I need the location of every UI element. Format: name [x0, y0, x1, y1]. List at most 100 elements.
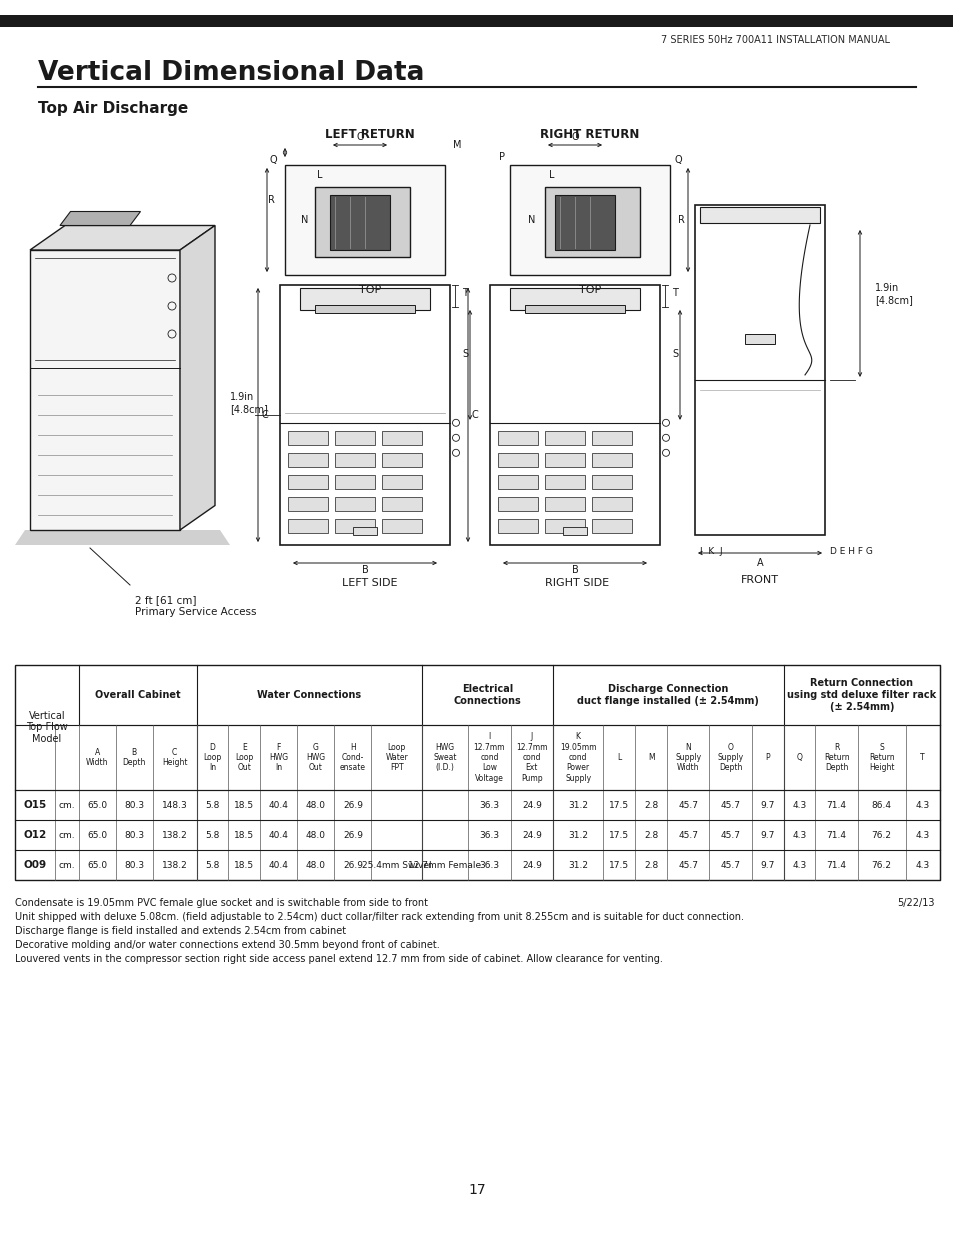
Text: 65.0: 65.0 — [87, 861, 107, 869]
Text: 1.9in
[4.8cm]: 1.9in [4.8cm] — [874, 283, 912, 305]
Text: 31.2: 31.2 — [568, 830, 588, 840]
Text: 17: 17 — [468, 1183, 485, 1197]
Text: cm.: cm. — [58, 800, 75, 809]
Text: P: P — [764, 753, 769, 762]
Polygon shape — [15, 530, 230, 545]
Bar — [30, 249, 180, 530]
Text: 40.4: 40.4 — [269, 800, 289, 809]
Text: A: A — [756, 558, 762, 568]
Text: 45.7: 45.7 — [720, 800, 740, 809]
Bar — [335, 496, 375, 511]
Polygon shape — [30, 226, 214, 249]
Text: TOP: TOP — [358, 285, 381, 295]
Text: LEFT RETURN: LEFT RETURN — [325, 128, 415, 142]
Bar — [288, 519, 328, 534]
Bar — [314, 305, 415, 312]
Text: Electrical
Connections: Electrical Connections — [453, 684, 520, 705]
Text: 4.3: 4.3 — [792, 861, 806, 869]
Bar — [744, 333, 774, 343]
Text: 7 SERIES 50Hz 700A11 INSTALLATION MANUAL: 7 SERIES 50Hz 700A11 INSTALLATION MANUAL — [660, 35, 889, 44]
Bar — [335, 475, 375, 489]
Bar — [381, 475, 421, 489]
Text: Q: Q — [796, 753, 801, 762]
Bar — [510, 288, 639, 310]
Bar — [544, 496, 584, 511]
Text: 2.8: 2.8 — [643, 830, 658, 840]
Text: Loop
Water
FPT: Loop Water FPT — [385, 742, 408, 772]
Text: FRONT: FRONT — [740, 576, 779, 585]
Text: B: B — [571, 564, 578, 576]
Text: TOP: TOP — [578, 285, 600, 295]
Text: Unit shipped with deluxe 5.08cm. (field adjustable to 2.54cm) duct collar/filter: Unit shipped with deluxe 5.08cm. (field … — [15, 911, 743, 923]
Bar — [544, 475, 584, 489]
Text: 138.2: 138.2 — [162, 830, 188, 840]
Text: Q: Q — [675, 156, 682, 165]
Bar — [0, 15, 953, 27]
Text: 26.9: 26.9 — [342, 800, 362, 809]
Text: cm.: cm. — [58, 861, 75, 869]
Text: I  K  J: I K J — [700, 547, 721, 556]
Text: 24.9: 24.9 — [521, 830, 541, 840]
Text: 36.3: 36.3 — [478, 861, 499, 869]
Bar — [544, 519, 584, 534]
Bar — [335, 519, 375, 534]
Text: 2.8: 2.8 — [643, 800, 658, 809]
Text: C
Height: C Height — [162, 748, 187, 767]
Text: 148.3: 148.3 — [162, 800, 188, 809]
Bar — [288, 431, 328, 445]
Bar — [695, 205, 824, 535]
Text: 48.0: 48.0 — [306, 861, 326, 869]
Text: R
Return
Depth: R Return Depth — [823, 742, 848, 772]
Text: 24.9: 24.9 — [521, 800, 541, 809]
Text: I
12.7mm
cond
Low
Voltage: I 12.7mm cond Low Voltage — [474, 732, 505, 783]
Text: 5/22/13: 5/22/13 — [897, 898, 934, 908]
Text: C: C — [471, 410, 477, 420]
Text: R: R — [678, 215, 684, 225]
Text: 76.2: 76.2 — [871, 861, 891, 869]
Text: S
Return
Height: S Return Height — [868, 742, 894, 772]
Text: Q: Q — [269, 156, 276, 165]
Bar — [592, 496, 631, 511]
Text: R: R — [268, 195, 274, 205]
Text: LEFT SIDE: LEFT SIDE — [342, 578, 397, 588]
Text: T: T — [671, 288, 678, 298]
Text: M: M — [647, 753, 654, 762]
Bar — [330, 195, 390, 249]
Text: 45.7: 45.7 — [678, 830, 698, 840]
Bar — [544, 431, 584, 445]
Polygon shape — [60, 211, 140, 226]
Bar — [335, 431, 375, 445]
Text: 12.7mm Female: 12.7mm Female — [408, 861, 481, 869]
Text: cm.: cm. — [58, 830, 75, 840]
Text: 48.0: 48.0 — [306, 830, 326, 840]
Bar — [288, 496, 328, 511]
Text: N
Supply
Width: N Supply Width — [675, 742, 700, 772]
Text: E
Loop
Out: E Loop Out — [234, 742, 253, 772]
Text: L: L — [549, 170, 554, 180]
Text: N: N — [301, 215, 309, 225]
Text: M: M — [453, 140, 461, 149]
Bar — [497, 519, 537, 534]
Text: 18.5: 18.5 — [233, 861, 254, 869]
Bar — [592, 519, 631, 534]
Text: O12: O12 — [23, 830, 47, 840]
Text: 5.8: 5.8 — [205, 830, 219, 840]
Text: Top Air Discharge: Top Air Discharge — [38, 100, 188, 116]
Text: T: T — [920, 753, 924, 762]
Text: B: B — [361, 564, 368, 576]
Bar — [555, 195, 615, 249]
Text: 80.3: 80.3 — [124, 830, 144, 840]
Text: 25.4mm Swivel: 25.4mm Swivel — [361, 861, 431, 869]
Text: 4.3: 4.3 — [792, 800, 806, 809]
Text: 36.3: 36.3 — [478, 830, 499, 840]
Bar — [288, 475, 328, 489]
Text: 45.7: 45.7 — [678, 800, 698, 809]
Text: 31.2: 31.2 — [568, 861, 588, 869]
Bar — [285, 165, 444, 275]
Text: 138.2: 138.2 — [162, 861, 188, 869]
Text: L: L — [317, 170, 322, 180]
Text: Condensate is 19.05mm PVC female glue socket and is switchable from side to fron: Condensate is 19.05mm PVC female glue so… — [15, 898, 428, 908]
Text: 40.4: 40.4 — [269, 861, 289, 869]
Text: Discharge flange is field installed and extends 2.54cm from cabinet: Discharge flange is field installed and … — [15, 926, 346, 936]
Text: 4.3: 4.3 — [792, 830, 806, 840]
